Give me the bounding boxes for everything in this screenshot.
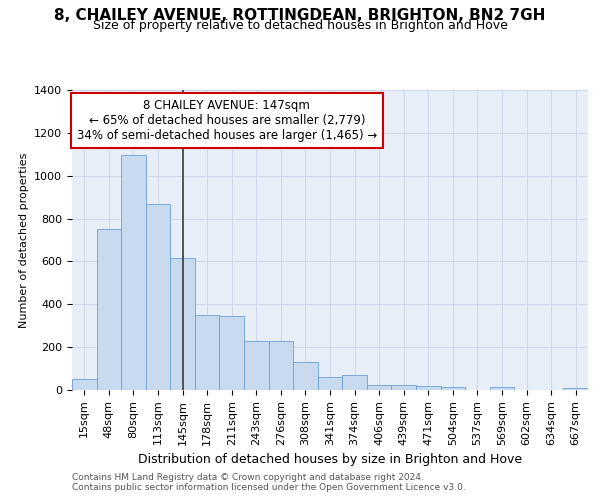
Bar xyxy=(342,376,367,390)
Bar xyxy=(244,341,269,390)
Bar xyxy=(269,341,293,390)
Bar xyxy=(170,258,195,390)
Text: 8, CHAILEY AVENUE, ROTTINGDEAN, BRIGHTON, BN2 7GH: 8, CHAILEY AVENUE, ROTTINGDEAN, BRIGHTON… xyxy=(55,8,545,22)
Bar xyxy=(391,384,416,390)
Bar xyxy=(416,386,440,390)
Bar xyxy=(220,316,244,390)
Bar xyxy=(318,376,342,390)
Bar xyxy=(490,388,514,390)
Text: Size of property relative to detached houses in Brighton and Hove: Size of property relative to detached ho… xyxy=(92,18,508,32)
Bar xyxy=(146,204,170,390)
Bar xyxy=(97,230,121,390)
Bar xyxy=(195,315,220,390)
Bar xyxy=(121,156,146,390)
Text: Contains public sector information licensed under the Open Government Licence v3: Contains public sector information licen… xyxy=(72,482,466,492)
Y-axis label: Number of detached properties: Number of detached properties xyxy=(19,152,29,328)
Bar xyxy=(72,380,97,390)
Bar xyxy=(367,384,391,390)
Bar xyxy=(563,388,588,390)
Bar xyxy=(440,388,465,390)
Text: 8 CHAILEY AVENUE: 147sqm
← 65% of detached houses are smaller (2,779)
34% of sem: 8 CHAILEY AVENUE: 147sqm ← 65% of detach… xyxy=(77,99,377,142)
Bar xyxy=(293,362,318,390)
Text: Contains HM Land Registry data © Crown copyright and database right 2024.: Contains HM Land Registry data © Crown c… xyxy=(72,472,424,482)
X-axis label: Distribution of detached houses by size in Brighton and Hove: Distribution of detached houses by size … xyxy=(138,453,522,466)
